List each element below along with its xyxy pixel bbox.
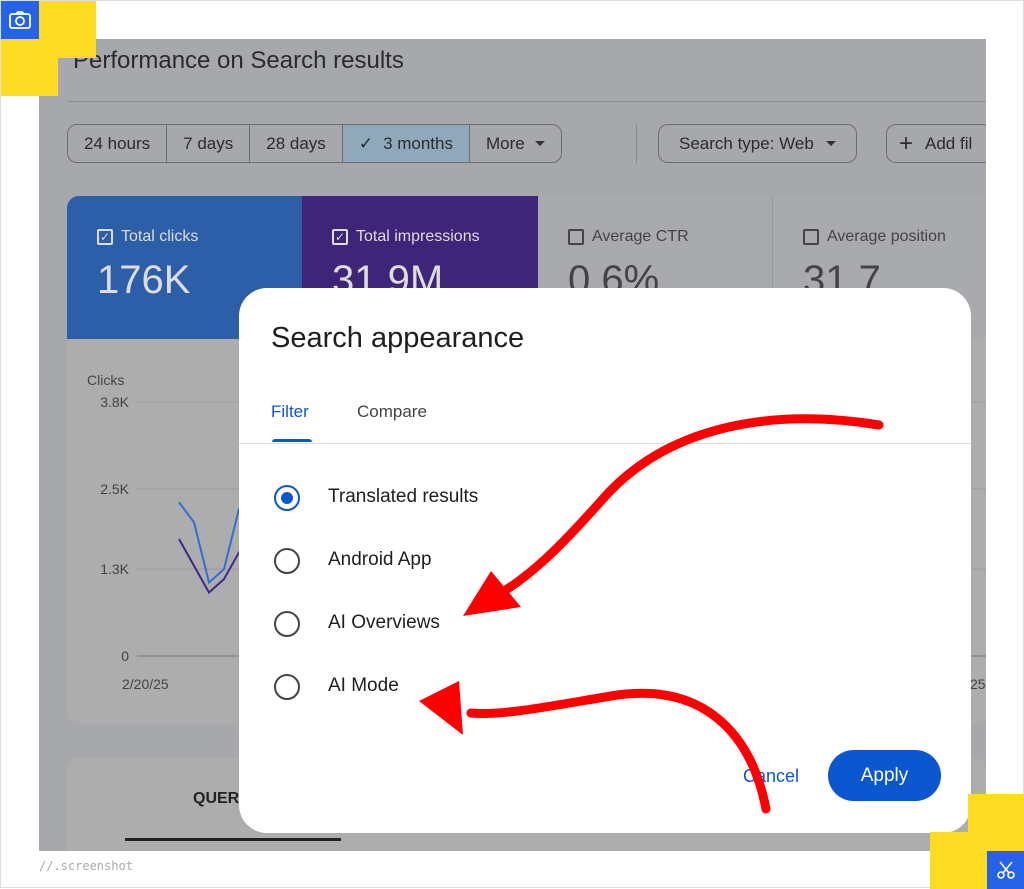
scissors-icon (987, 851, 1024, 889)
camera-icon (1, 1, 39, 39)
search-type-label: Search type: Web (679, 133, 814, 153)
check-icon: ✓ (358, 133, 374, 153)
arrowhead-icon (419, 681, 463, 735)
separator (636, 124, 637, 163)
metric-label: Total impressions (356, 228, 480, 245)
divider (239, 443, 971, 444)
chip-3-months[interactable]: ✓ 3 months (342, 125, 470, 162)
radio-ai-overviews[interactable] (274, 611, 300, 637)
y-tick-label: 2.5K (100, 481, 129, 497)
chip-label: 7 days (183, 133, 234, 153)
radio-ai-mode[interactable] (274, 674, 300, 700)
checkbox-icon: ✓ (332, 229, 348, 245)
y-tick-label: 1.3K (100, 561, 129, 577)
arrowhead-icon (463, 571, 521, 616)
arrow-to-ai-overviews (491, 414, 884, 601)
chip-28-days[interactable]: 28 days (250, 125, 343, 162)
chip-7-days[interactable]: 7 days (167, 125, 251, 162)
checkbox-icon: ✓ (97, 229, 113, 245)
chip-label: 28 days (266, 133, 326, 153)
apply-button[interactable]: Apply (828, 750, 941, 801)
add-filter-label: Add fil (925, 133, 973, 153)
dialog-title: Search appearance (271, 322, 525, 354)
tab-underline (125, 838, 341, 841)
option-label[interactable]: Translated results (328, 486, 479, 507)
chip-label: More (486, 133, 525, 153)
checkbox-icon (568, 229, 584, 245)
y-tick-label: 3.8K (100, 394, 129, 410)
tab-indicator (272, 439, 312, 442)
chip-label: 24 hours (84, 133, 151, 153)
checkbox-icon (803, 229, 819, 245)
radio-translated-results[interactable] (274, 485, 300, 511)
option-label[interactable]: AI Mode (328, 675, 399, 696)
dropdown-arrow-icon (534, 141, 545, 146)
x-tick-label: 2/20/25 (122, 676, 169, 692)
tab-compare[interactable]: Compare (357, 402, 427, 421)
arrow-to-ai-mode (466, 688, 771, 814)
chip-label: 3 months (383, 133, 453, 153)
watermark: //.screenshot (39, 859, 133, 873)
add-filter-button[interactable]: + Add fil (886, 124, 986, 163)
option-label[interactable]: AI Overviews (328, 612, 440, 633)
metric-value: 176K (97, 258, 191, 302)
page-title: Performance on Search results (73, 47, 404, 74)
tab-filter[interactable]: Filter (271, 402, 309, 421)
option-label[interactable]: Android App (328, 549, 432, 570)
tab-queries[interactable]: QUER (193, 790, 240, 807)
plus-icon: + (899, 129, 914, 157)
dropdown-arrow-icon (825, 141, 836, 146)
chip-24-hours[interactable]: 24 hours (68, 125, 168, 162)
radio-android-app[interactable] (274, 548, 300, 574)
y-axis-label: Clicks (87, 372, 124, 388)
y-tick-label: 0 (121, 648, 129, 664)
search-type-dropdown[interactable]: Search type: Web (658, 124, 857, 163)
divider (67, 101, 986, 102)
x-tick-label: 25 (970, 676, 986, 692)
more-dropdown[interactable]: More (470, 125, 561, 162)
metric-label: Total clicks (121, 228, 199, 245)
metric-label: Average position (827, 228, 946, 245)
search-appearance-dialog: Search appearance Filter Compare Transla… (239, 288, 971, 833)
date-range-selector: 24 hours 7 days 28 days ✓ 3 months More (67, 124, 562, 163)
metric-label: Average CTR (592, 228, 689, 245)
